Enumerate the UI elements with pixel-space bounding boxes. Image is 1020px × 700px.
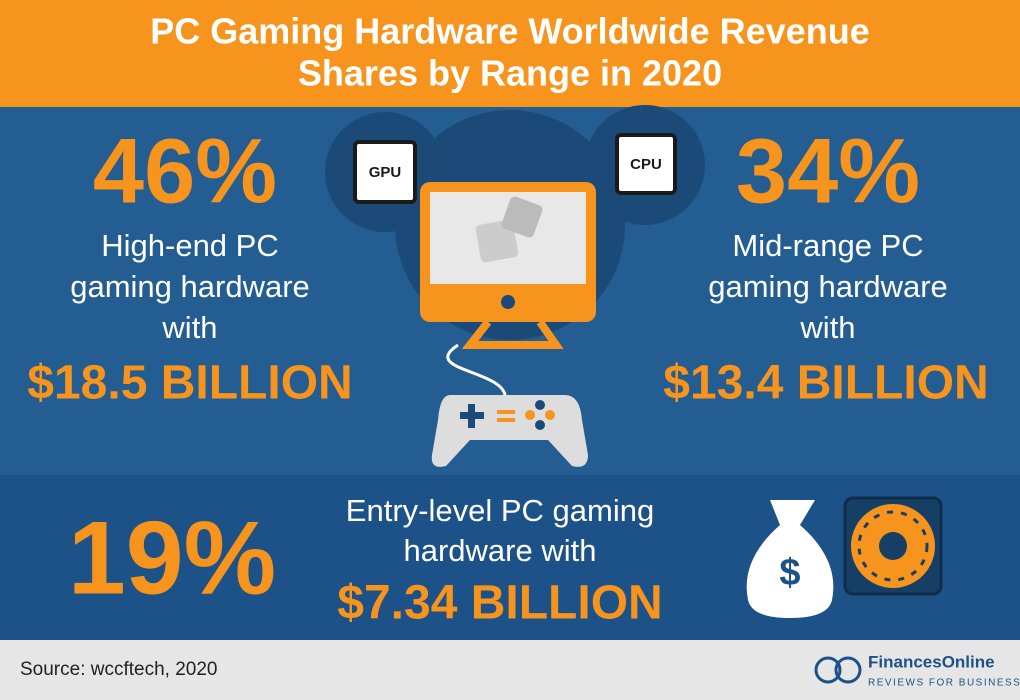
stat-description: with xyxy=(161,310,217,345)
gpu-label: GPU xyxy=(369,164,402,181)
stat-description: gaming hardware xyxy=(708,269,948,304)
stat-description: Entry-level PC gaming xyxy=(346,493,654,528)
money-bag-icon: $ xyxy=(746,500,834,618)
footer-band xyxy=(0,640,1020,700)
stat-description: gaming hardware xyxy=(70,269,310,304)
controller-icon xyxy=(431,395,588,467)
cpu-icon: CPU xyxy=(615,133,677,195)
title: Shares by Range in 2020 xyxy=(298,53,722,94)
bag-symbol: $ xyxy=(779,552,800,594)
header-band xyxy=(0,0,1020,107)
title: PC Gaming Hardware Worldwide Revenue xyxy=(150,11,870,52)
stat-percent: 34% xyxy=(736,120,920,222)
cable xyxy=(446,343,507,396)
stat-amount: $13.4 BILLION xyxy=(663,357,988,410)
source: Source: wccftech, 2020 xyxy=(20,659,218,680)
stat-description: High-end PC xyxy=(101,228,278,263)
gpu-icon: GPU xyxy=(353,140,417,204)
stat-percent: 46% xyxy=(93,120,277,222)
monitor-icon xyxy=(420,182,596,349)
fan-icon xyxy=(843,496,943,596)
brand-logo: FinancesOnline REVIEWS FOR BUSINESS xyxy=(814,652,1020,689)
stat-description: Mid-range PC xyxy=(732,228,923,263)
stat-amount: $7.34 BILLION xyxy=(337,577,662,630)
brand-name: FinancesOnline xyxy=(868,652,995,671)
stat-description: with xyxy=(799,310,855,345)
brand-tagline: REVIEWS FOR BUSINESS xyxy=(868,678,1020,689)
stat-percent: 19% xyxy=(68,500,276,616)
stat-description: hardware with xyxy=(404,533,597,568)
cpu-label: CPU xyxy=(630,156,662,173)
stat-amount: $18.5 BILLION xyxy=(27,357,352,410)
